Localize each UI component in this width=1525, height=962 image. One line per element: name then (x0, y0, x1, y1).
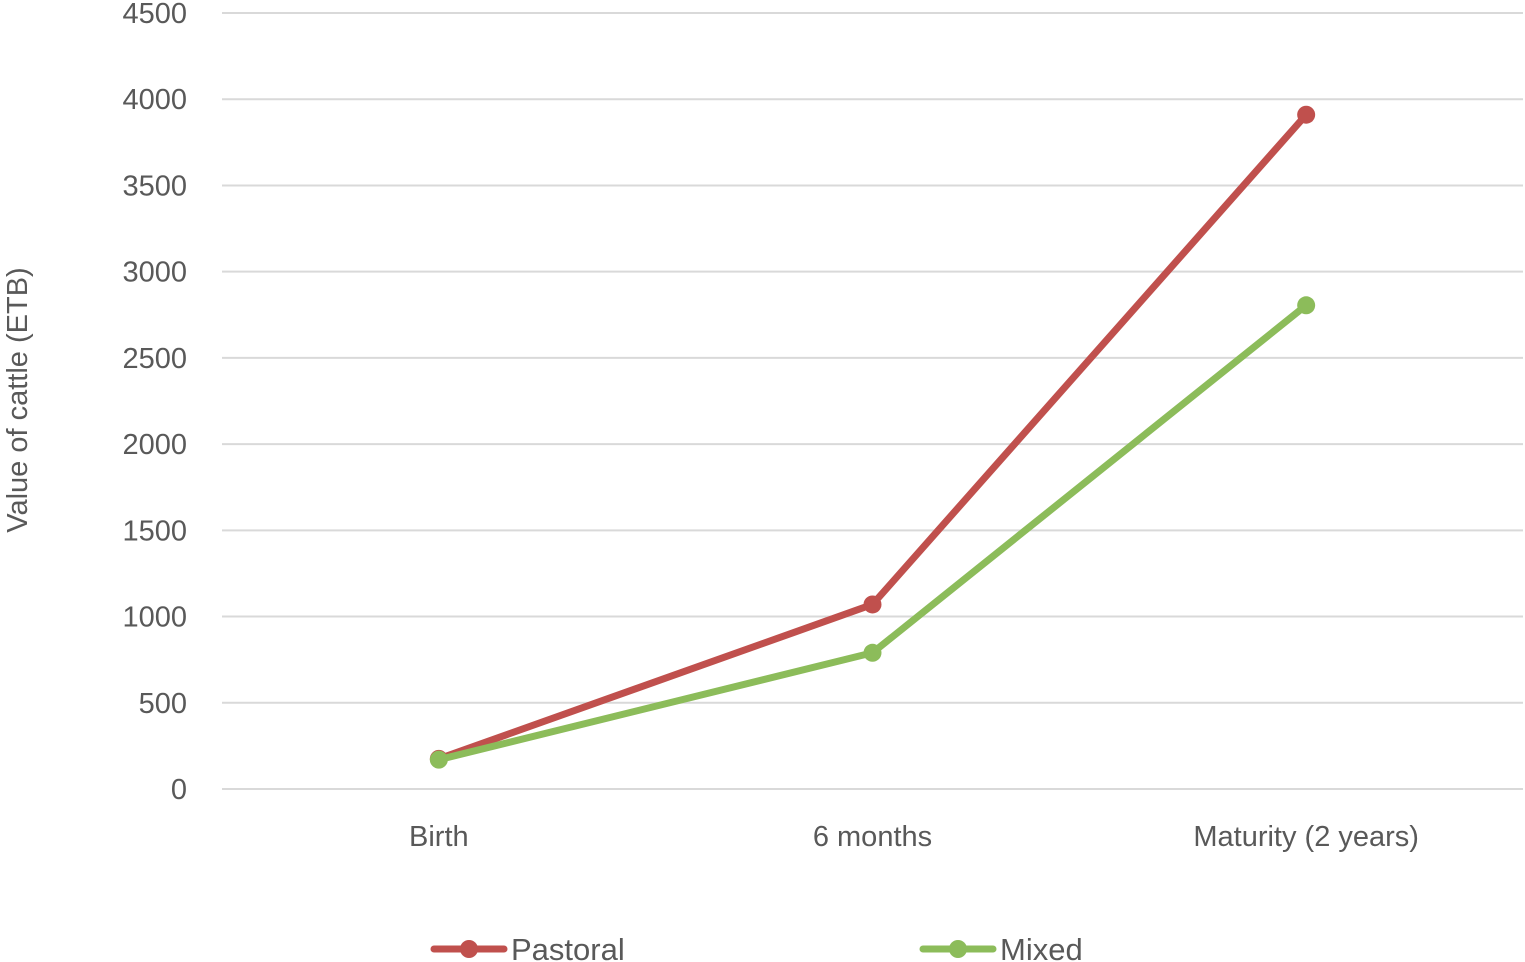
data-point-mixed (863, 643, 882, 662)
gridlines (222, 12, 1523, 790)
series-line-mixed (435, 301, 1310, 764)
y-tick-label: 2500 (122, 343, 187, 375)
y-tick-label: 4500 (122, 0, 187, 30)
y-tick-label: 2000 (122, 429, 187, 461)
series-line-pastoral (435, 111, 1310, 763)
x-tick-label: 6 months (813, 821, 932, 853)
x-axis-tick-labels: Birth 6 months Maturity (2 years) (409, 821, 1419, 853)
y-tick-label: 500 (139, 688, 187, 720)
series-layer (429, 105, 1316, 769)
y-tick-label: 0 (171, 774, 187, 806)
data-point-pastoral (1297, 105, 1316, 124)
data-point-pastoral (863, 595, 882, 614)
y-tick-label: 1000 (122, 602, 187, 634)
legend-swatch-marker (460, 940, 478, 958)
series-mixed (429, 296, 1316, 769)
legend-item-pastoral: Pastoral (430, 932, 625, 962)
legend-item-mixed: Mixed (919, 932, 1083, 962)
legend: Pastoral Mixed (430, 932, 1083, 962)
y-tick-label: 4000 (122, 84, 187, 116)
y-tick-label: 3500 (122, 170, 187, 202)
legend-label: Mixed (1000, 932, 1083, 962)
data-point-mixed (429, 750, 448, 769)
y-axis-tick-labels: 0 500 1000 1500 2000 2500 3000 3500 4000 4500 (122, 0, 187, 806)
legend-label: Pastoral (511, 932, 625, 962)
y-tick-label: 1500 (122, 515, 187, 547)
x-tick-label: Maturity (2 years) (1193, 821, 1419, 853)
y-axis-title: Value of cattle (ETB) (2, 267, 34, 532)
data-point-mixed (1297, 296, 1316, 315)
x-tick-label: Birth (409, 821, 469, 853)
series-pastoral (429, 105, 1316, 768)
legend-swatch-marker (949, 940, 967, 958)
y-tick-label: 3000 (122, 257, 187, 289)
